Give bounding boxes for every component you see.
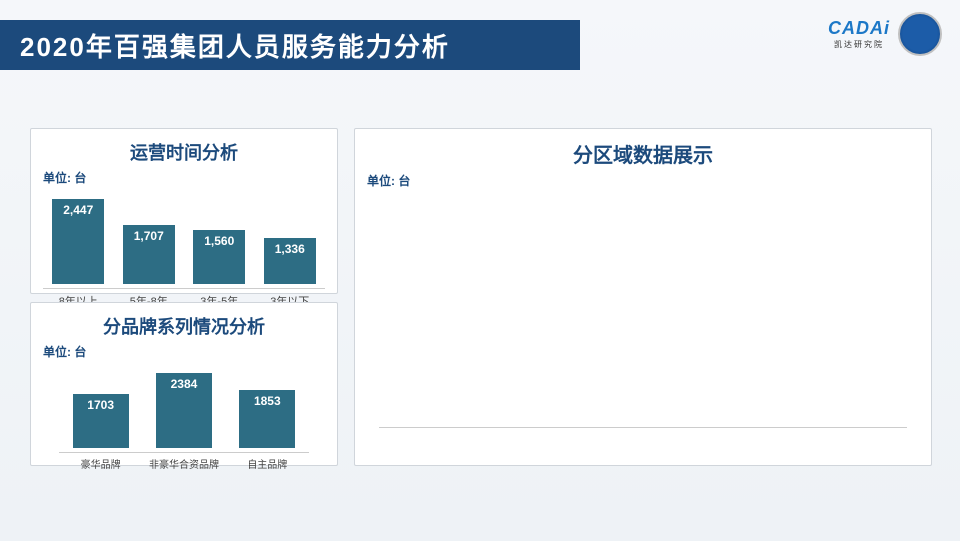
chart3-xlabels: [379, 427, 907, 434]
bar: 1,560: [187, 216, 251, 284]
bar: 2,447: [46, 185, 110, 284]
bar-value-label: 1,707: [134, 229, 164, 243]
header-bar: 2020年百强集团人员服务能力分析: [0, 20, 580, 70]
slide: 2020年百强集团人员服务能力分析 CADAi 凯达研究院 运营时间分析 单位:…: [0, 0, 960, 541]
bar: 1703: [65, 380, 137, 448]
bar: 1,336: [258, 224, 322, 284]
chart2-unit: 单位: 台: [31, 339, 337, 360]
chart1-title: 运营时间分析: [31, 129, 337, 165]
bar-value-label: 1853: [254, 394, 281, 408]
bar: 2384: [148, 359, 220, 448]
cadai-logo-sub: 凯达研究院: [834, 39, 884, 50]
bar-value-label: 1,560: [204, 234, 234, 248]
chart2-title: 分品牌系列情况分析: [31, 303, 337, 339]
x-label: 自主品牌: [231, 456, 303, 471]
seal-logo: [898, 12, 942, 56]
x-label: 非豪华合资品牌: [148, 456, 220, 471]
bar-value-label: 1,336: [275, 242, 305, 256]
chart-brand-series: 分品牌系列情况分析 单位: 台 170323841853 豪华品牌非豪华合资品牌…: [30, 302, 338, 466]
chart1-unit: 单位: 台: [31, 165, 337, 186]
chart-operating-time: 运营时间分析 单位: 台 2,4471,7071,5601,336 8年以上5年…: [30, 128, 338, 294]
chart3-plot: [379, 201, 907, 421]
cadai-logo: CADAi 凯达研究院: [828, 18, 890, 50]
chart3-title: 分区域数据展示: [355, 129, 931, 168]
bar: 1,707: [117, 211, 181, 284]
chart1-bars: 2,447 1,707 1,560 1,336: [43, 194, 325, 284]
bar-value-label: 1703: [87, 398, 114, 412]
bar-value-label: 2384: [171, 377, 198, 391]
x-label: 豪华品牌: [65, 456, 137, 471]
cadai-logo-text: CADAi: [828, 18, 890, 39]
chart3-bars: [379, 201, 907, 421]
chart2-bars: 1703 2384 1853: [59, 366, 309, 448]
page-title: 2020年百强集团人员服务能力分析: [20, 27, 450, 64]
bar-value-label: 2,447: [63, 203, 93, 217]
bar: 1853: [231, 376, 303, 448]
chart2-xlabels: 豪华品牌非豪华合资品牌自主品牌: [59, 452, 309, 471]
chart3-unit: 单位: 台: [355, 168, 931, 189]
logo-area: CADAi 凯达研究院: [828, 12, 942, 56]
chart-region: 分区域数据展示 单位: 台: [354, 128, 932, 466]
